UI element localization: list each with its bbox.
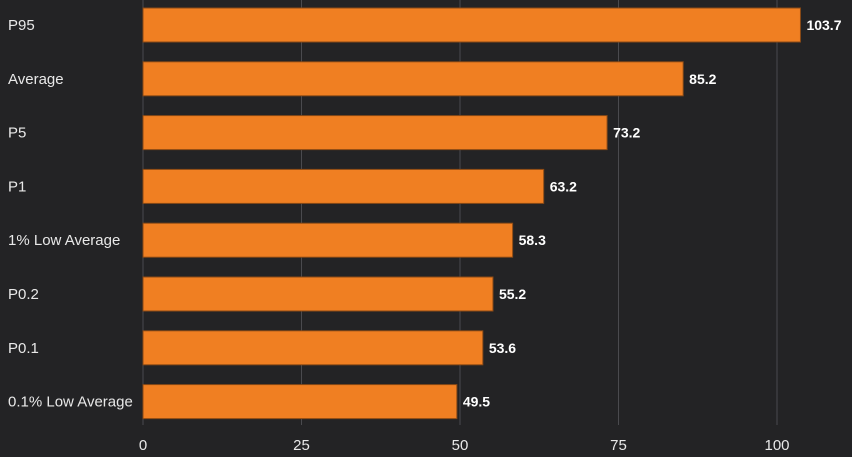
value-label: 49.5 — [463, 394, 490, 410]
bar — [142, 384, 458, 420]
bar — [142, 61, 684, 97]
bar — [142, 168, 545, 204]
value-labels: 103.7 85.2 73.2 63.2 58.3 55.2 53.6 49.5 — [463, 17, 842, 410]
category-label: 0.1% Low Average — [8, 394, 133, 411]
x-tick-label: 25 — [293, 437, 310, 454]
bar — [142, 276, 494, 312]
value-label: 73.2 — [613, 125, 640, 141]
value-label: 58.3 — [519, 232, 546, 248]
category-label: Average — [8, 71, 64, 88]
category-label: P0.2 — [8, 286, 39, 303]
bars — [142, 7, 801, 420]
x-tick-label: 0 — [139, 437, 147, 454]
category-label: P1 — [8, 178, 26, 195]
category-labels: P95 Average P5 P1 1% Low Average P0.2 P0.1 0.1%… — [8, 17, 133, 411]
category-label: P5 — [8, 125, 26, 142]
x-tick-label: 50 — [452, 437, 469, 454]
value-label: 55.2 — [499, 286, 526, 302]
category-label: 1% Low Average — [8, 232, 120, 249]
x-tick-label: 75 — [610, 437, 627, 454]
x-axis-ticks: 0 25 50 75 100 — [139, 437, 790, 454]
value-label: 103.7 — [806, 17, 841, 33]
category-label: P95 — [8, 17, 35, 34]
category-label: P0.1 — [8, 340, 39, 357]
bar — [142, 330, 484, 366]
value-label: 53.6 — [489, 340, 516, 356]
bar — [142, 222, 514, 258]
bar — [142, 115, 608, 151]
value-label: 63.2 — [550, 178, 577, 194]
bar — [142, 7, 801, 43]
x-tick-label: 100 — [764, 437, 789, 454]
value-label: 85.2 — [689, 71, 716, 87]
